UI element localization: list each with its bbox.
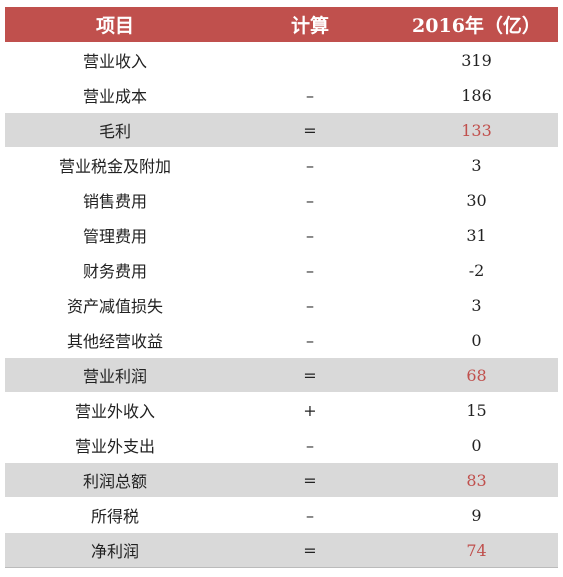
- table-row: 利润总额 = 83: [5, 463, 558, 498]
- table-row: 营业成本 – 186: [5, 78, 558, 113]
- table-row: 资产减值损失 – 3: [5, 288, 558, 323]
- table-row: 营业利润 = 68: [5, 358, 558, 393]
- row-item: 营业外收入: [74, 402, 155, 421]
- row-item: 营业利润: [82, 367, 147, 386]
- row-calc: =: [303, 470, 317, 490]
- row-item: 营业收入: [82, 52, 147, 71]
- row-calc: –: [306, 85, 314, 105]
- income-statement-table: 项目 计算 2016年（亿） 营业收入 319 营业成本 – 186 毛利 = …: [5, 7, 558, 568]
- header-year: 2016年（亿）: [412, 15, 541, 37]
- row-item: 销售费用: [82, 192, 147, 211]
- row-value: 30: [466, 190, 487, 210]
- row-item: 毛利: [98, 122, 131, 141]
- header-calc: 计算: [290, 15, 329, 37]
- row-value: 74: [466, 540, 487, 560]
- table-row: 管理费用 – 31: [5, 218, 558, 253]
- row-calc: –: [306, 435, 314, 455]
- row-value: 9: [471, 505, 482, 525]
- row-calc: –: [306, 155, 314, 175]
- row-item: 其他经营收益: [66, 332, 163, 351]
- row-item: 财务费用: [82, 262, 147, 281]
- row-calc: –: [306, 225, 314, 245]
- table-row: 营业外支出 – 0: [5, 428, 558, 463]
- row-calc: =: [303, 365, 317, 385]
- row-item: 利润总额: [82, 472, 147, 491]
- table-row: 毛利 = 133: [5, 113, 558, 148]
- row-value: 31: [466, 225, 487, 245]
- row-value: 15: [466, 400, 487, 420]
- header-item: 项目: [95, 15, 134, 37]
- row-value: 186: [461, 85, 492, 105]
- row-value: 0: [471, 435, 482, 455]
- table-header-row: 项目 计算 2016年（亿）: [5, 7, 558, 43]
- row-calc: –: [306, 260, 314, 280]
- row-calc: –: [306, 330, 314, 350]
- row-value: 68: [466, 365, 487, 385]
- row-item: 净利润: [90, 542, 139, 561]
- table-row: 营业外收入 + 15: [5, 393, 558, 428]
- row-calc: –: [306, 505, 314, 525]
- row-item: 营业税金及附加: [58, 157, 171, 176]
- row-value: 319: [461, 50, 492, 70]
- table-row: 所得税 – 9: [5, 498, 558, 533]
- table-row: 营业收入 319: [5, 43, 558, 78]
- row-item: 管理费用: [82, 227, 147, 246]
- table-row: 净利润 = 74: [5, 533, 558, 568]
- row-item: 营业成本: [82, 87, 147, 106]
- table-row: 财务费用 – -2: [5, 253, 558, 288]
- table-row: 营业税金及附加 – 3: [5, 148, 558, 183]
- table-row: 其他经营收益 – 0: [5, 323, 558, 358]
- table-row: 销售费用 – 30: [5, 183, 558, 218]
- row-value: 83: [466, 470, 487, 490]
- row-item: 所得税: [90, 507, 139, 526]
- row-value: 3: [471, 155, 482, 175]
- row-calc: =: [303, 120, 317, 140]
- row-calc: +: [303, 400, 317, 420]
- row-value: 3: [471, 295, 482, 315]
- row-item: 营业外支出: [74, 437, 155, 456]
- row-item: 资产减值损失: [66, 297, 163, 316]
- row-calc: –: [306, 295, 314, 315]
- row-value: 133: [461, 120, 492, 140]
- table-bottom-border: [5, 567, 558, 568]
- row-calc: –: [306, 190, 314, 210]
- row-calc: =: [303, 540, 317, 560]
- row-value: -2: [468, 260, 485, 280]
- row-value: 0: [471, 330, 482, 350]
